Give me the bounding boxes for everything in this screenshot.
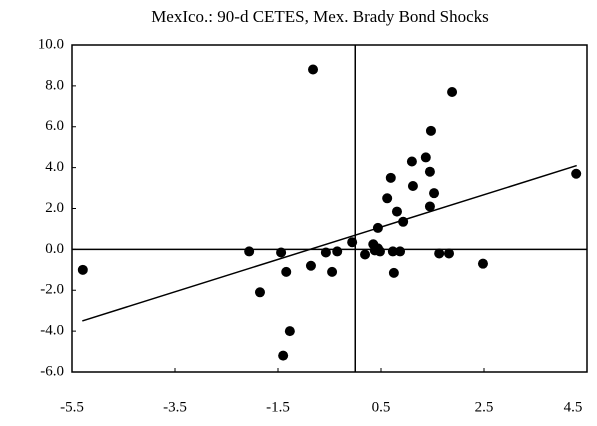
- x-tick-label: 4.5: [564, 399, 583, 415]
- point: [425, 125, 436, 136]
- point: [434, 248, 445, 259]
- y-tick-label: 2.0: [45, 200, 64, 216]
- point: [406, 156, 417, 167]
- y-tick-label: -2.0: [40, 282, 64, 298]
- point: [308, 64, 319, 75]
- point: [424, 201, 435, 212]
- point: [320, 247, 331, 258]
- point: [388, 267, 399, 278]
- x-tick-label: 2.5: [475, 399, 494, 415]
- point: [429, 188, 440, 199]
- point: [382, 193, 393, 204]
- x-tick-label: -5.5: [60, 399, 84, 415]
- point: [477, 258, 488, 269]
- point: [443, 248, 454, 259]
- point: [571, 168, 582, 179]
- point: [385, 172, 396, 183]
- point: [374, 246, 385, 257]
- x-tick-label: -3.5: [163, 399, 187, 415]
- y-tick-label: 0.0: [45, 241, 64, 257]
- point: [332, 246, 343, 257]
- y-tick-label: 6.0: [45, 118, 64, 134]
- x-tick-label: -1.5: [266, 399, 290, 415]
- point: [420, 152, 431, 163]
- chart-title: MexIco.: 90-d CETES, Mex. Brady Bond Sho…: [151, 7, 489, 26]
- point: [327, 266, 338, 277]
- point: [424, 166, 435, 177]
- trend-line: [82, 164, 577, 322]
- point: [305, 260, 316, 271]
- point: [278, 350, 289, 361]
- point: [395, 246, 406, 257]
- y-tick-label: 10.0: [38, 36, 64, 52]
- point: [372, 222, 383, 233]
- y-tick-label: 4.0: [45, 159, 64, 175]
- point: [391, 206, 402, 217]
- point: [276, 247, 287, 258]
- plot-frame: [71, 44, 588, 373]
- point: [398, 216, 409, 227]
- point: [77, 264, 88, 275]
- point: [244, 246, 255, 257]
- point: [284, 326, 295, 337]
- y-tick-label: -6.0: [40, 363, 64, 379]
- point: [447, 87, 458, 98]
- point: [254, 287, 265, 298]
- point: [407, 181, 418, 192]
- point: [360, 249, 371, 260]
- point: [387, 246, 398, 257]
- y-tick-label: 8.0: [45, 77, 64, 93]
- point: [347, 237, 358, 248]
- x-tick-label: 0.5: [372, 399, 391, 415]
- y-tick-label: -4.0: [40, 323, 64, 339]
- point: [281, 266, 292, 277]
